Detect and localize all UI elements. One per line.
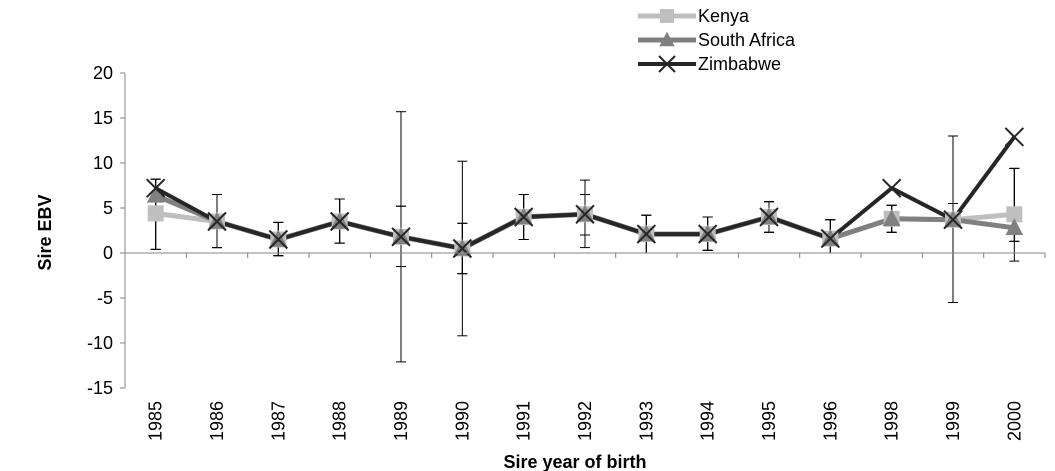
y-tick-label: 0 <box>103 243 113 263</box>
series-point <box>147 205 164 222</box>
series-point <box>207 211 227 232</box>
x-tick-label: 1998 <box>882 401 902 441</box>
y-tick-label: -15 <box>87 378 113 398</box>
x-tick-label: 1999 <box>943 401 963 441</box>
series-point <box>1004 127 1025 147</box>
x-tick-label: 1985 <box>146 401 166 441</box>
series-point <box>513 207 534 227</box>
series-point <box>881 178 902 198</box>
x-tick-label: 1988 <box>330 401 350 441</box>
x-tick-label: 1990 <box>452 401 472 441</box>
series-point <box>882 209 901 226</box>
y-tick-label: 10 <box>93 153 113 173</box>
series-point <box>146 185 165 203</box>
series-point <box>145 178 166 198</box>
x-tick-label: 1995 <box>759 401 779 441</box>
legend-marker <box>659 31 675 47</box>
y-tick-label: 5 <box>103 198 113 218</box>
legend-label: Kenya <box>698 6 750 26</box>
x-tick-labels: 1985 1986 1987 1988 1989 1990 1991 1992 1993 1994… <box>146 401 1025 441</box>
x-tick-label: 1996 <box>820 401 840 441</box>
series-point <box>697 224 718 244</box>
series-point <box>391 227 411 247</box>
x-tick-label: 1986 <box>207 401 227 441</box>
x-tick-label: 1994 <box>698 401 718 441</box>
legend-label: South Africa <box>698 30 796 50</box>
series-point <box>636 224 657 244</box>
series-point <box>268 229 289 250</box>
series-point <box>1006 206 1023 223</box>
legend: Kenya South Africa Zimbabwe <box>638 6 796 74</box>
series-point <box>943 209 963 230</box>
axes <box>120 72 1046 389</box>
legend-label: Zimbabwe <box>698 54 781 74</box>
series-point <box>452 238 473 259</box>
series-point <box>575 204 595 225</box>
y-tick-label: -5 <box>97 288 113 308</box>
series-point <box>1005 218 1024 235</box>
series-point <box>820 228 841 249</box>
legend-marker <box>658 55 676 73</box>
y-tick-labels: -15 -10 -5 0 5 10 15 20 <box>87 63 113 398</box>
x-tick-label: 2000 <box>1004 401 1024 441</box>
series-point <box>759 207 779 227</box>
x-tick-label: 1991 <box>514 401 534 441</box>
x-tick-label: 1993 <box>636 401 656 441</box>
x-tick-label: 1987 <box>268 401 288 441</box>
y-tick-label: 20 <box>93 63 113 83</box>
legend-marker <box>660 9 674 23</box>
x-tick-label: 1992 <box>575 401 595 441</box>
series-markers <box>145 127 1025 259</box>
y-tick-label: -10 <box>87 333 113 353</box>
y-axis-title: Sire EBV <box>35 194 55 270</box>
y-tick-label: 15 <box>93 108 113 128</box>
x-axis-title: Sire year of birth <box>503 452 646 471</box>
x-tick-label: 1989 <box>391 401 411 441</box>
series-point <box>329 211 350 232</box>
